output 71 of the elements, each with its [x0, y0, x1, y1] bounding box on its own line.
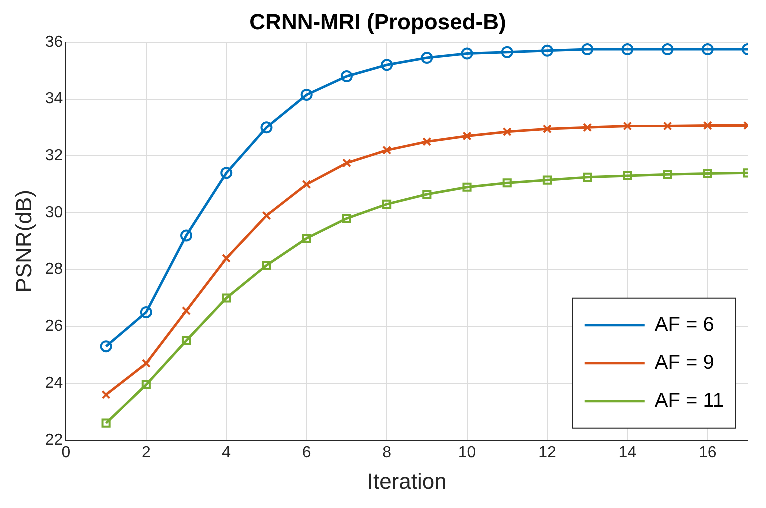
- point: [663, 170, 672, 180]
- point: [182, 306, 192, 316]
- point: [381, 59, 394, 72]
- point: [702, 44, 714, 56]
- point: [542, 124, 552, 134]
- y-tick-label: 24: [45, 374, 64, 392]
- point: [102, 390, 111, 400]
- point: [182, 336, 192, 346]
- point: [300, 88, 313, 101]
- point: [382, 200, 392, 209]
- point: [662, 44, 674, 56]
- x-tick-label: 12: [538, 444, 556, 462]
- point: [422, 137, 432, 146]
- point: [703, 169, 712, 178]
- point: [542, 176, 552, 185]
- x-tick-label: 14: [618, 444, 637, 462]
- point: [623, 171, 632, 181]
- y-tick-label: 26: [45, 318, 64, 336]
- point: [340, 70, 353, 83]
- point: [302, 234, 312, 244]
- point: [302, 180, 312, 190]
- point: [502, 127, 512, 136]
- point: [342, 158, 352, 168]
- point: [180, 230, 193, 242]
- point: [422, 190, 432, 200]
- legend-label: AF = 9: [654, 352, 714, 374]
- point: [541, 44, 554, 57]
- y-tick-label: 28: [45, 261, 64, 278]
- point: [622, 44, 634, 56]
- x-tick-label: 8: [382, 444, 392, 462]
- y-tick-label: 30: [45, 204, 64, 222]
- x-tick-label: 0: [62, 444, 71, 462]
- y-tick-label: 32: [45, 148, 64, 165]
- y-axis-title: PSNR(dB): [11, 190, 36, 293]
- point: [140, 306, 152, 318]
- point: [142, 380, 151, 390]
- legend-label: AF = 11: [654, 390, 724, 412]
- point: [222, 254, 232, 263]
- point: [461, 48, 474, 60]
- point: [102, 418, 111, 428]
- point: [583, 172, 592, 182]
- chart-title: CRNN-MRI (Proposed-B): [250, 9, 506, 34]
- y-tick-label: 22: [45, 432, 64, 449]
- x-tick-label: 10: [458, 444, 476, 462]
- point: [421, 52, 434, 64]
- point: [342, 214, 352, 224]
- x-tick-label: 2: [142, 444, 151, 462]
- point: [262, 211, 272, 220]
- point: [501, 46, 514, 58]
- x-axis-title: Iteration: [367, 468, 447, 494]
- point: [100, 340, 112, 353]
- x-tick-label: 16: [698, 444, 717, 462]
- point: [462, 182, 472, 192]
- x-tick-label: 6: [302, 444, 312, 462]
- y-tick-label: 36: [45, 34, 64, 51]
- point: [220, 167, 233, 180]
- point: [462, 132, 472, 141]
- y-tick-label: 34: [45, 90, 64, 108]
- point: [382, 146, 392, 155]
- point: [260, 122, 273, 134]
- point: [142, 359, 151, 368]
- legend-label: AF = 6: [654, 314, 714, 336]
- point: [502, 178, 512, 188]
- point: [582, 44, 594, 56]
- point: [663, 122, 672, 131]
- point: [583, 123, 592, 132]
- point: [262, 261, 272, 270]
- point: [623, 122, 632, 131]
- point: [222, 294, 232, 303]
- point: [703, 121, 712, 130]
- x-tick-label: 4: [222, 444, 232, 462]
